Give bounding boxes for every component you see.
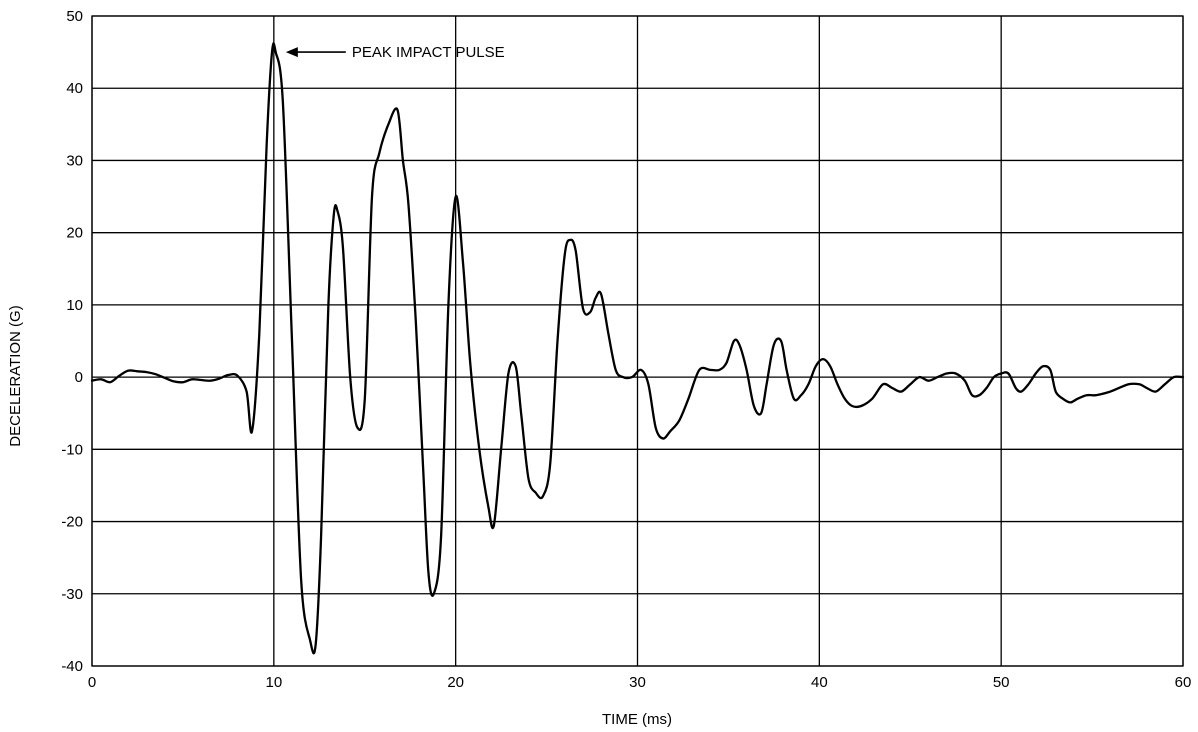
x-tick-label: 20 [447, 674, 464, 691]
y-tick-label: 0 [75, 369, 83, 386]
x-tick-label: 0 [88, 674, 96, 691]
grid [91, 15, 1184, 667]
y-tick-label: -30 [61, 586, 83, 603]
annotation-arrowhead [285, 47, 298, 58]
y-tick-label: -10 [61, 441, 83, 458]
x-tick-label: 10 [265, 674, 282, 691]
y-tick-label: -40 [61, 658, 83, 675]
y-tick-label: 30 [66, 152, 83, 169]
series-group [90, 42, 1185, 655]
y-tick-label: 20 [66, 225, 83, 242]
x-tick-label: 50 [993, 674, 1010, 691]
x-tick-label: 40 [811, 674, 828, 691]
annotation-label: PEAK IMPACT PULSE [352, 44, 505, 61]
annotations: PEAK IMPACT PULSE [285, 44, 505, 61]
y-tick-label: 40 [66, 80, 83, 97]
x-axis-ticks: 0 10 20 30 40 50 60 [88, 674, 1192, 691]
y-axis-title: DECELERATION (G) [7, 305, 24, 446]
y-axis-ticks: -40 -30 -20 -10 0 10 20 30 40 50 [61, 8, 83, 675]
x-axis-title: TIME (ms) [602, 711, 672, 728]
y-tick-label: 50 [66, 8, 83, 25]
y-tick-label: -20 [61, 514, 83, 531]
series-line [90, 42, 1185, 655]
x-tick-label: 60 [1175, 674, 1192, 691]
x-tick-label: 30 [629, 674, 646, 691]
y-tick-label: 10 [66, 297, 83, 314]
